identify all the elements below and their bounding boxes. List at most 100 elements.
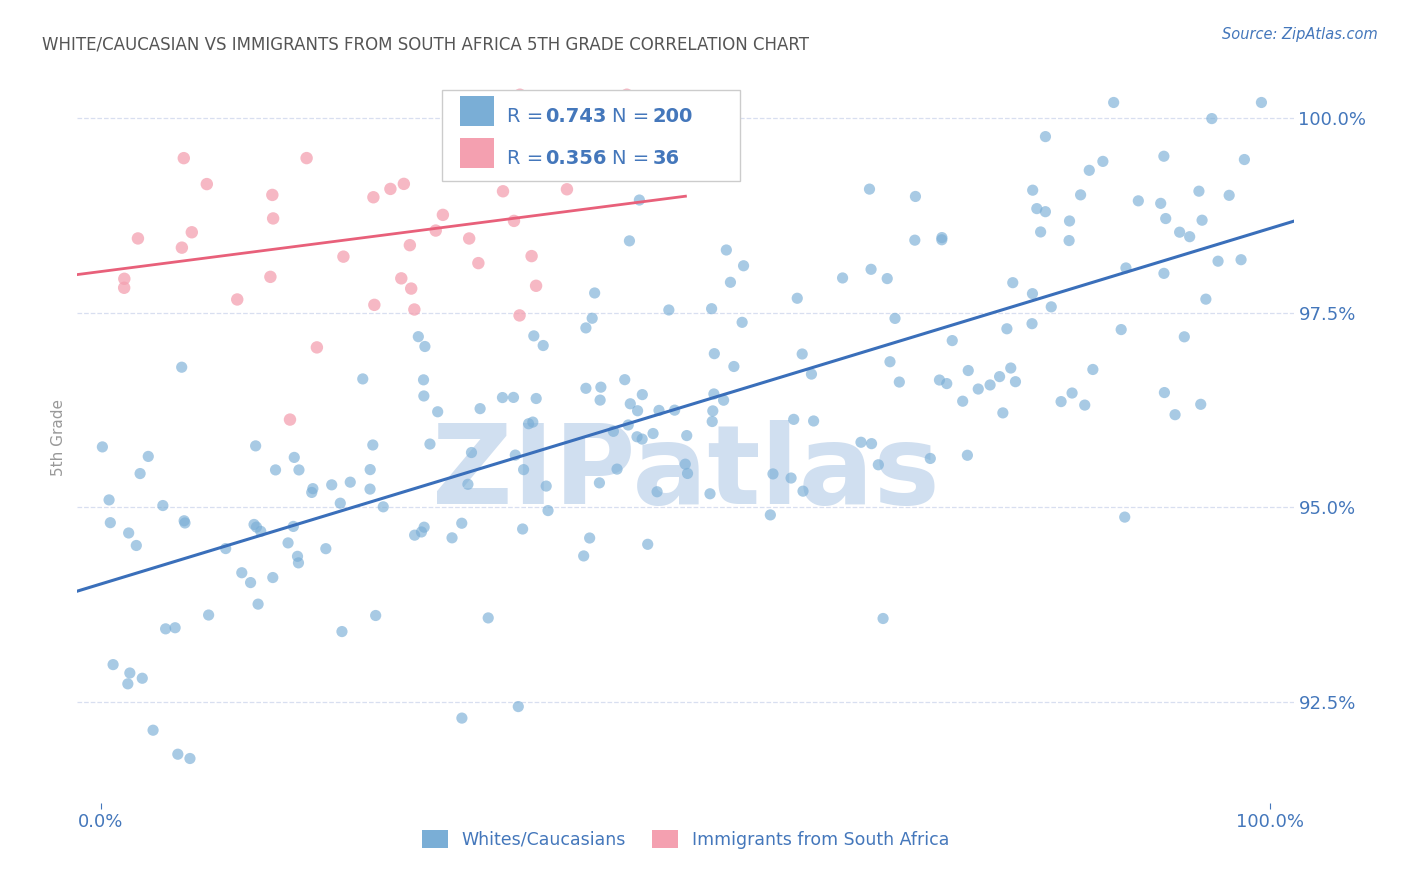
- Point: [91, 440, 114, 454]
- Point: [373, 500, 395, 514]
- Point: [460, 445, 482, 459]
- Point: [1057, 234, 1080, 248]
- Point: [112, 281, 135, 295]
- Point: [170, 241, 193, 255]
- Point: [572, 549, 595, 563]
- Point: [426, 405, 449, 419]
- Point: [602, 425, 624, 439]
- Point: [1153, 385, 1175, 400]
- Point: [935, 376, 957, 391]
- Point: [1128, 194, 1150, 208]
- Point: [956, 448, 979, 462]
- Point: [330, 624, 353, 639]
- Point: [1233, 153, 1256, 167]
- Point: [361, 438, 384, 452]
- Point: [979, 378, 1001, 392]
- Point: [617, 417, 640, 432]
- Point: [626, 403, 648, 417]
- Point: [245, 439, 267, 453]
- Point: [1109, 322, 1132, 336]
- Point: [283, 450, 305, 465]
- Point: [450, 516, 472, 531]
- Point: [858, 182, 880, 196]
- Point: [523, 329, 546, 343]
- Point: [1050, 394, 1073, 409]
- Point: [700, 301, 723, 316]
- Point: [226, 293, 249, 307]
- Point: [1004, 375, 1026, 389]
- Point: [831, 271, 853, 285]
- Point: [302, 482, 325, 496]
- Point: [928, 373, 950, 387]
- Point: [363, 190, 385, 204]
- Point: [702, 415, 724, 429]
- Point: [509, 87, 531, 102]
- Point: [231, 566, 253, 580]
- Point: [1150, 196, 1173, 211]
- Point: [1218, 188, 1240, 202]
- Point: [278, 412, 301, 426]
- Point: [392, 177, 415, 191]
- Point: [503, 448, 526, 462]
- Point: [425, 223, 447, 237]
- Point: [1164, 408, 1187, 422]
- Point: [733, 259, 755, 273]
- Point: [703, 346, 725, 360]
- Point: [522, 415, 544, 429]
- Point: [315, 541, 337, 556]
- Point: [509, 309, 531, 323]
- Point: [555, 182, 578, 196]
- Point: [876, 271, 898, 285]
- Point: [127, 231, 149, 245]
- Point: [578, 531, 600, 545]
- Point: [673, 457, 696, 471]
- FancyBboxPatch shape: [441, 90, 740, 181]
- Point: [931, 233, 953, 247]
- Point: [477, 611, 499, 625]
- Point: [174, 516, 197, 530]
- Point: [288, 463, 311, 477]
- Point: [380, 182, 402, 196]
- Text: ZIPatlas: ZIPatlas: [432, 420, 939, 527]
- Point: [1070, 187, 1092, 202]
- Point: [1029, 225, 1052, 239]
- Point: [492, 184, 515, 198]
- Point: [1189, 397, 1212, 411]
- Point: [329, 496, 352, 510]
- Point: [731, 315, 754, 329]
- Point: [98, 516, 121, 530]
- Point: [537, 503, 560, 517]
- Point: [716, 243, 738, 257]
- Point: [988, 369, 1011, 384]
- Point: [173, 514, 195, 528]
- Bar: [460, 138, 495, 168]
- Point: [1153, 149, 1175, 163]
- Point: [247, 597, 270, 611]
- Point: [1250, 95, 1272, 110]
- Bar: [460, 96, 495, 126]
- Point: [889, 375, 911, 389]
- Point: [1195, 292, 1218, 306]
- Point: [626, 430, 648, 444]
- Point: [118, 665, 141, 680]
- Point: [1206, 254, 1229, 268]
- Point: [1078, 163, 1101, 178]
- Point: [451, 711, 474, 725]
- Point: [457, 477, 479, 491]
- Point: [1091, 154, 1114, 169]
- Point: [645, 484, 668, 499]
- Point: [180, 225, 202, 239]
- Point: [1188, 184, 1211, 198]
- Point: [575, 381, 598, 395]
- Point: [412, 373, 434, 387]
- Point: [1040, 300, 1063, 314]
- Point: [101, 657, 124, 672]
- Point: [277, 536, 299, 550]
- Point: [364, 608, 387, 623]
- Point: [803, 414, 825, 428]
- Point: [136, 450, 159, 464]
- Point: [399, 282, 422, 296]
- Point: [262, 211, 284, 226]
- Point: [631, 387, 654, 401]
- Text: 0.743: 0.743: [546, 107, 607, 127]
